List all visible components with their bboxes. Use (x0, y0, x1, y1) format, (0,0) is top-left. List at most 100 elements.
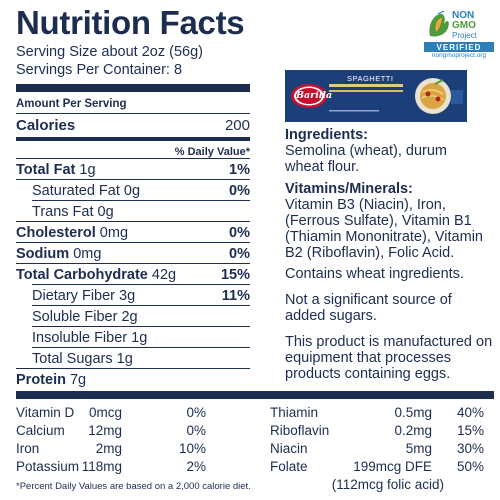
nutrient-label: Dietary Fiber (32, 288, 115, 304)
logo-project: Project (452, 31, 477, 40)
vitamin-amount: 0mcg (88, 405, 122, 420)
divider (16, 263, 250, 264)
nutrient-row-total-carbohydrate: Total Carbohydrate 42g 15% (16, 266, 250, 284)
nutrient-label: Total Fat (16, 162, 76, 178)
vitamin-dv: 50% (456, 459, 484, 474)
divider (16, 158, 250, 159)
nutrient-row-protein: Protein 7g (16, 371, 250, 389)
divider (16, 368, 250, 369)
vitamin-label: Calcium (16, 423, 65, 438)
nutrient-label: Cholesterol (16, 225, 96, 241)
nutrient-dv: 15% (220, 267, 250, 283)
vitamins-right: Thiamin 0.5mg 40% Riboflavin 0.2mg 15% N… (270, 404, 484, 494)
sugar-statement: Not a significant source of added sugars… (285, 292, 452, 324)
nutrient-amount: 0mg (73, 246, 102, 262)
nutrient-dv: 0% (229, 225, 250, 241)
divider (16, 221, 250, 222)
vitamin-row: Folate 199mcg DFE 50% (270, 458, 484, 476)
divider (32, 284, 250, 285)
vitamin-dv: 40% (456, 405, 484, 420)
amount-per-serving-label: Amount Per Serving (16, 98, 127, 110)
vitamins-left: Vitamin D 0mcg 0% Calcium 12mg 0% Iron 2… (16, 404, 250, 476)
product-package-image: Barilla SPAGHETTI (285, 70, 467, 122)
divider (32, 305, 250, 306)
logo-non: NON (452, 10, 475, 21)
footnote: *Percent Daily Values are based on a 2,0… (16, 481, 251, 492)
nutrient-dv: 11% (221, 288, 250, 304)
vitamin-label: Potassium (16, 459, 80, 474)
nutrient-row-total-sugars: Total Sugars 1g (32, 350, 250, 368)
nutrient-label: Trans Fat (32, 204, 94, 220)
vitamin-dv: 15% (456, 423, 484, 438)
divider (32, 200, 250, 201)
nutrient-row-total-fat: Total Fat 1g 1% (16, 161, 250, 179)
vitamins-minerals-text: Vitamin B3 (Niacin), Iron, (Ferrous Sulf… (285, 197, 483, 261)
vitamin-amount: 0.5mg (394, 405, 432, 420)
vitamin-dv: 2% (186, 459, 206, 474)
manufacturing-statement: This product is manufactured on equipmen… (285, 334, 493, 382)
daily-value-header-label: % Daily Value* (174, 146, 250, 158)
calories-value: 200 (224, 117, 250, 134)
medium-divider (16, 137, 250, 141)
nutrient-amount: 0g (97, 204, 114, 220)
divider (16, 113, 250, 114)
divider (32, 326, 250, 327)
nutrient-row-cholesterol: Cholesterol 0mg 0% (16, 224, 250, 242)
servings-per-container: Servings Per Container: 8 (16, 62, 183, 78)
vitamin-row: Niacin 5mg 30% (270, 440, 484, 458)
vitamin-dv: 10% (178, 441, 206, 456)
folate-note: (112mcg folic acid) (331, 477, 444, 492)
nutrient-row-sodium: Sodium 0mg 0% (16, 245, 250, 263)
nutrient-amount: 1g (131, 330, 148, 346)
nutrient-label: Saturated Fat (32, 183, 120, 199)
calories-label: Calories (16, 117, 76, 134)
divider (32, 347, 250, 348)
nutrient-amount: 2g (121, 309, 138, 325)
nutrient-row-insoluble-fiber: Insoluble Fiber 1g (32, 329, 250, 347)
nutrient-dv: 1% (229, 162, 250, 178)
serving-size: Serving Size about 2oz (56g) (16, 44, 203, 60)
vitamin-row: Vitamin D 0mcg 0% (16, 404, 250, 422)
vitamin-dv: 0% (186, 423, 206, 438)
vitamin-amount: 199mcg DFE (353, 459, 432, 474)
calories-row: Calories 200 (16, 117, 250, 135)
vitamin-label: Iron (16, 441, 40, 456)
daily-value-header: % Daily Value* (16, 143, 250, 161)
nutrient-label: Total Sugars (32, 351, 113, 367)
nutrient-amount: 3g (119, 288, 136, 304)
nutrient-amount: 0g (123, 183, 141, 199)
thick-divider (16, 84, 250, 92)
nutrient-label: Soluble Fiber (32, 309, 118, 325)
nutrient-row-saturated-fat: Saturated Fat 0g 0% (32, 182, 250, 200)
vitamin-label: Folate (270, 459, 308, 474)
vitamin-label: Vitamin D (16, 405, 75, 420)
nutrient-row-trans-fat: Trans Fat 0g (32, 203, 250, 221)
allergen-statement: Contains wheat ingredients. (285, 266, 464, 282)
vitamin-amount: 2mg (95, 441, 122, 456)
ingredients-text: Semolina (wheat), durum wheat flour. (285, 143, 447, 175)
logo-url: nongmoproject.org (431, 52, 487, 59)
divider (16, 242, 250, 243)
nutrient-amount: 7g (69, 372, 87, 388)
vitamin-row: Thiamin 0.5mg 40% (270, 404, 484, 422)
nutrient-row-soluble-fiber: Soluble Fiber 2g (32, 308, 250, 326)
nutrient-label: Sodium (16, 246, 70, 262)
vitamin-row: Calcium 12mg 0% (16, 422, 250, 440)
vitamin-row: Iron 2mg 10% (16, 440, 250, 458)
nutrient-dv: 0% (229, 183, 250, 199)
vitamins-minerals-block: Vitamins/Minerals: Vitamin B3 (Niacin), … (285, 181, 495, 261)
vitamin-amount: 5mg (405, 441, 432, 456)
vitamin-row: Riboflavin 0.2mg 15% (270, 422, 484, 440)
barilla-brand: Barilla (296, 90, 333, 101)
nutrient-label: Protein (16, 372, 66, 388)
vitamin-dv: 0% (186, 405, 206, 420)
folate-note-row: (112mcg folic acid) (270, 476, 484, 494)
logo-verified: VERIFIED (436, 43, 482, 52)
logo-gmo: GMO (452, 20, 476, 31)
nutrient-dv: 0% (229, 246, 250, 262)
nutrient-amount: 42g (151, 267, 177, 283)
ingredients-block: Ingredients: Semolina (wheat), durum whe… (285, 127, 495, 175)
divider (16, 179, 250, 180)
vitamin-amount: 0.2mg (394, 423, 432, 438)
nutrient-label: Total Carbohydrate (16, 267, 148, 283)
